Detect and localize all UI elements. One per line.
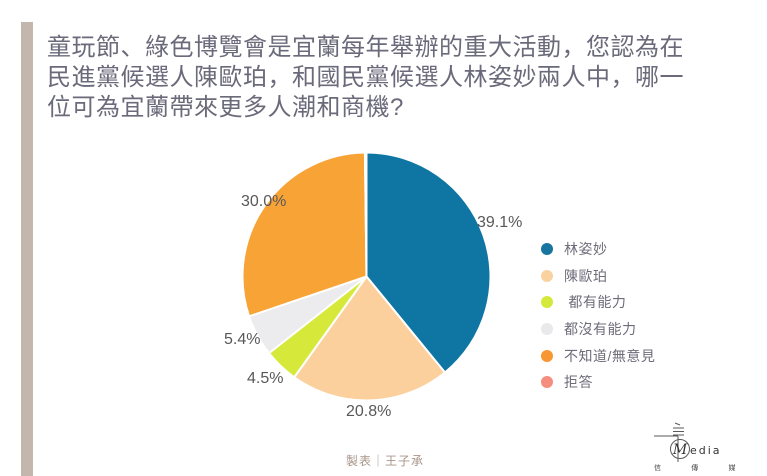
pie-slice-1 — [365, 151, 492, 374]
logo-yan-strokes — [673, 427, 684, 436]
logo-cjk-text: 信 傳 媒 — [654, 463, 749, 472]
logo-m-letter: M — [672, 442, 688, 458]
legend-label: 都有能力 — [564, 294, 627, 311]
cmedia-logo: M edia 信 傳 媒 — [654, 422, 749, 472]
legend: 林姿妙陳歐珀 都有能力都沒有能力不知道/無意見 拒答 — [541, 236, 655, 396]
pie-slice-5 — [241, 151, 368, 318]
legend-item-2: 陳歐珀 — [541, 263, 655, 290]
pie-slice-6 — [363, 151, 368, 278]
legend-label: 陳歐珀 — [564, 267, 608, 284]
pie-slice-2 — [293, 275, 446, 402]
legend-item-3: 都有能力 — [541, 289, 655, 316]
legend-dot-icon — [541, 349, 553, 362]
page-title: 童玩節、綠色博覽會是宜蘭每年舉辦的重大活動，您認為在 民進黨候選人陳歐珀，和國民… — [47, 33, 741, 123]
legend-item-6: 拒答 — [541, 369, 655, 396]
legend-label: 拒答 — [564, 374, 593, 391]
legend-item-4: 都沒有能力 — [541, 316, 655, 343]
legend-dot-icon — [541, 243, 553, 256]
pie-svg — [241, 151, 492, 402]
legend-label: 不知道/無意見 — [564, 347, 656, 364]
title-line-2: 民進黨候選人陳歐珀，和國民黨候選人林姿妙兩人中，哪一 — [47, 64, 684, 91]
legend-label: 都沒有能力 — [564, 321, 637, 338]
legend-item-5: 不知道/無意見 — [541, 342, 655, 369]
credit-text: 製表｜王子承 — [346, 454, 425, 468]
pie-label-1: 39.1% — [477, 214, 523, 231]
legend-label: 林姿妙 — [564, 241, 608, 258]
legend-dot-icon — [541, 296, 553, 309]
pie-label-3: 5.4% — [224, 331, 261, 348]
legend-dot-icon — [541, 376, 553, 389]
legend-dot-icon — [541, 269, 553, 282]
logo-tick — [674, 422, 681, 426]
title-line-1: 童玩節、綠色博覽會是宜蘭每年舉辦的重大活動，您認為在 — [47, 34, 684, 61]
title-line-3: 位可為宜蘭帶來更多人潮和商機? — [47, 94, 404, 121]
legend-item-1: 林姿妙 — [541, 236, 655, 263]
legend-dot-icon — [541, 323, 553, 336]
pie-chart — [236, 146, 497, 407]
pie-label-5: 20.8% — [346, 403, 392, 420]
pie-label-2: 30.0% — [241, 193, 287, 210]
logo-media-text: edia — [690, 444, 722, 457]
pie-label-4: 4.5% — [247, 370, 284, 387]
logo-circle — [670, 439, 690, 459]
accent-bar — [21, 22, 33, 476]
